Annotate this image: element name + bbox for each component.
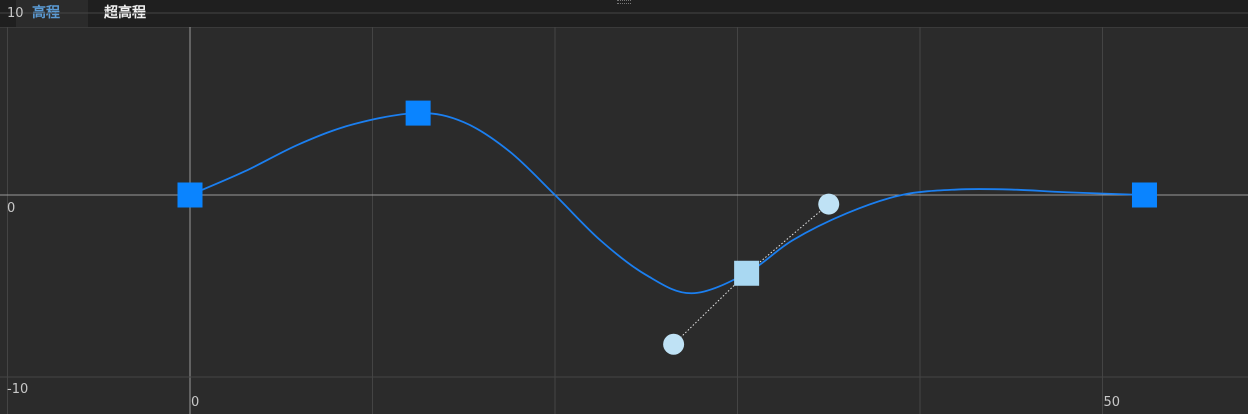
- selected-keyframe[interactable]: [734, 260, 760, 286]
- x-tick-label: 0: [191, 395, 199, 410]
- handle-lines: [673, 203, 830, 345]
- keyframes[interactable]: [177, 100, 1157, 286]
- tangent-line: [746, 203, 830, 274]
- y-tick-label: 10: [7, 6, 24, 21]
- grid: [0, 12, 1248, 414]
- keyframe[interactable]: [405, 100, 431, 126]
- tab-bar: 高程 超高程: [0, 0, 1248, 28]
- x-tick-label: 50: [1104, 395, 1121, 410]
- y-tick-label: 0: [7, 201, 15, 216]
- keyframe[interactable]: [177, 182, 203, 208]
- handles[interactable]: [663, 193, 840, 355]
- resize-grip[interactable]: [617, 0, 631, 4]
- tangent-line: [673, 272, 747, 345]
- y-tick-label: -10: [7, 382, 28, 397]
- curve-line: [189, 112, 1145, 295]
- keyframe[interactable]: [1131, 182, 1157, 208]
- tangent-handle[interactable]: [663, 333, 685, 355]
- axis-labels: 10 0 -10 0 50: [7, 6, 1120, 410]
- tangent-handle[interactable]: [818, 193, 840, 215]
